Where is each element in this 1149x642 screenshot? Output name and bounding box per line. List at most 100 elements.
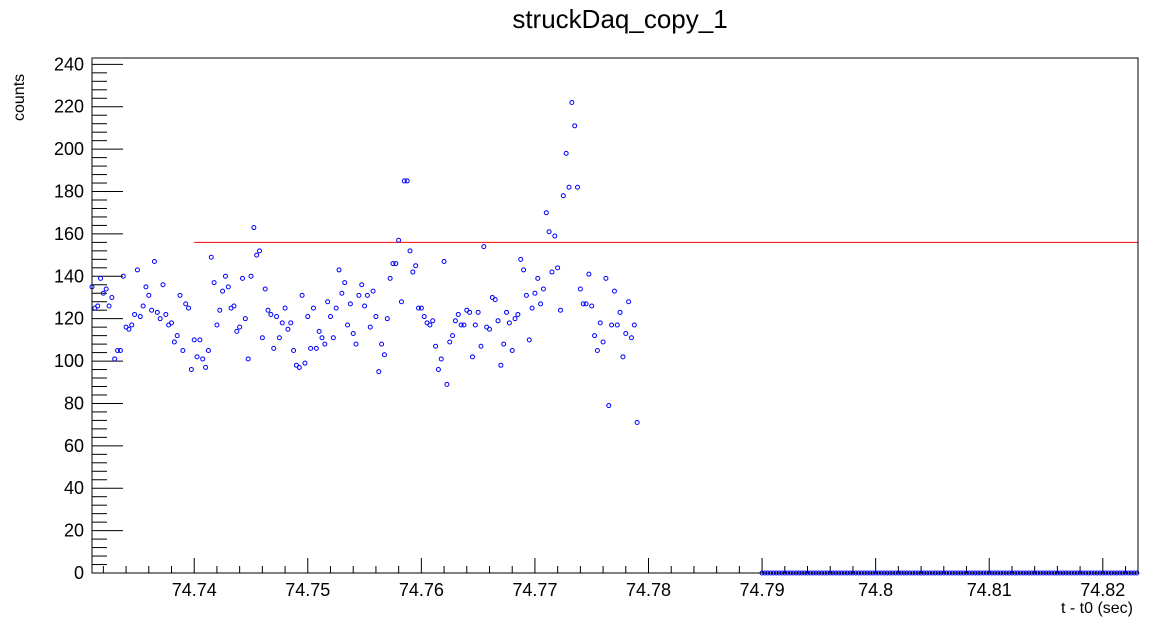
- data-point: [237, 324, 243, 330]
- data-point: [381, 352, 387, 358]
- data-point: [401, 178, 407, 184]
- data-point: [373, 314, 379, 320]
- data-point: [194, 354, 200, 360]
- data-point: [95, 303, 101, 309]
- data-point: [532, 290, 538, 296]
- data-point: [538, 301, 544, 307]
- data-point: [333, 305, 339, 311]
- data-point: [191, 337, 197, 343]
- data-point: [353, 341, 359, 347]
- data-point: [350, 331, 356, 337]
- y-tick-label: 200: [54, 139, 84, 159]
- data-point: [387, 275, 393, 281]
- data-point: [169, 320, 175, 326]
- y-tick-label: 80: [64, 393, 84, 413]
- data-point: [310, 305, 316, 311]
- data-point: [262, 286, 268, 292]
- x-tick-label: 74.77: [512, 580, 557, 600]
- data-point: [285, 326, 291, 332]
- data-point: [603, 275, 609, 281]
- data-point: [143, 284, 149, 290]
- y-tick-label: 0: [74, 563, 84, 583]
- chart-title: struckDaq_copy_1: [512, 4, 727, 34]
- data-point: [631, 322, 637, 328]
- data-point: [225, 284, 231, 290]
- data-point: [390, 261, 396, 267]
- data-point: [328, 314, 334, 320]
- data-point: [140, 303, 146, 309]
- data-point: [469, 354, 475, 360]
- y-tick-label: 140: [54, 266, 84, 286]
- data-point: [231, 303, 237, 309]
- data-point: [177, 292, 183, 298]
- data-point: [418, 305, 424, 311]
- data-point: [276, 335, 282, 341]
- data-point: [364, 292, 370, 298]
- data-point: [242, 316, 248, 322]
- data-point: [441, 258, 447, 264]
- data-point: [137, 314, 143, 320]
- data-point: [589, 303, 595, 309]
- data-point: [319, 335, 325, 341]
- data-point: [481, 244, 487, 250]
- data-point: [265, 307, 271, 313]
- data-point: [308, 345, 314, 351]
- data-point: [540, 286, 546, 292]
- data-point: [109, 294, 115, 300]
- data-point: [521, 267, 527, 273]
- data-point: [498, 362, 504, 368]
- data-point: [501, 341, 507, 347]
- data-point: [132, 311, 138, 317]
- data-point: [322, 341, 328, 347]
- data-point: [362, 303, 368, 309]
- data-point: [259, 335, 265, 341]
- data-point: [370, 288, 376, 294]
- data-point: [217, 307, 223, 313]
- data-point: [305, 314, 311, 320]
- data-point: [495, 318, 501, 324]
- data-point: [634, 420, 640, 426]
- data-point: [504, 309, 510, 315]
- data-point: [626, 299, 632, 305]
- data-point: [367, 324, 373, 330]
- x-tick-label: 74.75: [285, 580, 330, 600]
- data-point: [356, 292, 362, 298]
- data-point: [609, 322, 615, 328]
- x-tick-label: 74.8: [858, 580, 893, 600]
- data-point: [325, 299, 331, 305]
- data-point: [234, 328, 240, 334]
- data-point: [254, 252, 260, 258]
- data-point: [220, 288, 226, 294]
- data-point: [336, 267, 342, 273]
- data-point: [535, 275, 541, 281]
- data-point: [183, 301, 189, 307]
- data-point: [452, 318, 458, 324]
- data-point: [435, 367, 441, 373]
- data-point: [103, 286, 109, 292]
- data-point: [628, 335, 634, 341]
- data-point: [100, 290, 106, 296]
- data-point: [211, 280, 217, 286]
- data-point: [171, 339, 177, 345]
- y-tick-label: 20: [64, 521, 84, 541]
- data-point: [413, 263, 419, 269]
- data-point: [421, 314, 427, 320]
- data-point: [376, 369, 382, 375]
- data-point: [347, 301, 353, 307]
- x-tick-label: 74.82: [1080, 580, 1125, 600]
- data-point: [257, 248, 263, 254]
- data-point: [444, 381, 450, 387]
- data-point: [186, 305, 192, 311]
- data-point: [515, 311, 521, 317]
- data-point: [313, 345, 319, 351]
- data-point: [461, 322, 467, 328]
- data-point: [600, 339, 606, 345]
- data-point: [620, 354, 626, 360]
- x-tick-label: 74.81: [967, 580, 1012, 600]
- data-point: [288, 320, 294, 326]
- y-tick-label: 180: [54, 182, 84, 202]
- data-point: [379, 341, 385, 347]
- data-point: [146, 292, 152, 298]
- x-tick-label: 74.79: [740, 580, 785, 600]
- data-point: [268, 311, 274, 317]
